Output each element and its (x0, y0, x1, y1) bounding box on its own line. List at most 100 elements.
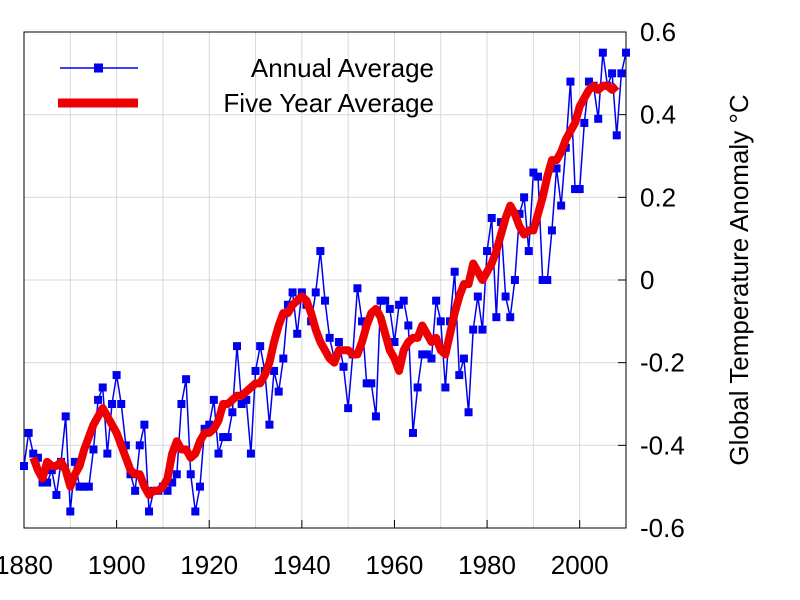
y-tick-label: 0.2 (640, 182, 676, 212)
annual-average-point (205, 420, 214, 429)
annual-average-point (469, 325, 478, 334)
annual-average-point (617, 69, 626, 78)
annual-average-point (47, 466, 56, 475)
annual-average-point (228, 408, 237, 417)
annual-average-point (464, 408, 473, 417)
annual-average-point (353, 284, 362, 293)
annual-average-point (20, 462, 28, 470)
annual-average-point (432, 296, 441, 305)
annual-average-point (580, 118, 589, 127)
annual-average-point (94, 395, 103, 404)
annual-average-point (112, 371, 121, 380)
annual-average-point (70, 457, 79, 466)
annual-average-point (117, 400, 126, 408)
annual-average-point (436, 317, 445, 326)
annual-average-point (172, 470, 181, 479)
y-tick-label: -0.6 (640, 513, 685, 543)
annual-average-point (422, 350, 431, 359)
annual-average-point (506, 313, 515, 322)
annual-average-point (265, 420, 274, 429)
annual-average-point (195, 482, 204, 491)
annual-average-point (547, 226, 556, 235)
annual-average-point (251, 366, 260, 375)
annual-average-point (598, 48, 607, 57)
annual-average-point (524, 247, 533, 256)
annual-average-point (538, 276, 547, 284)
y-axis-title: Global Temperature Anomaly °C (724, 94, 754, 465)
annual-average-point (135, 441, 144, 450)
annual-average-point (98, 383, 107, 392)
series-layer (20, 48, 630, 516)
annual-average-point (608, 69, 617, 78)
annual-average-point (395, 300, 404, 309)
legend: Annual Average Five Year Average (58, 53, 434, 118)
annual-average-point (168, 478, 177, 487)
annual-average-point (84, 482, 93, 491)
annual-average-point (515, 209, 524, 218)
annual-average-point (459, 354, 468, 363)
annual-average-point (487, 214, 496, 222)
annual-average-point (29, 449, 38, 458)
annual-average-point (103, 449, 112, 458)
annual-average-point (408, 428, 417, 437)
annual-average-point (622, 48, 630, 57)
annual-average-point (89, 445, 98, 454)
annual-average-point (534, 172, 543, 181)
annual-average-point (219, 433, 228, 442)
x-tick-label: 2000 (551, 550, 609, 580)
x-tick-label: 1880 (0, 550, 53, 580)
y-tick-label: -0.2 (640, 348, 685, 378)
annual-average-point (311, 288, 320, 297)
annual-average-point (418, 350, 427, 359)
annual-average-point (566, 77, 575, 86)
annual-average-point (552, 164, 561, 173)
annual-average-point (191, 507, 200, 516)
annual-average-point (321, 296, 329, 305)
annual-average-point (237, 400, 246, 408)
annual-average-point (61, 412, 70, 421)
annual-average-line (23, 51, 627, 513)
annual-average-point (186, 470, 195, 479)
legend-annual-label: Annual Average (251, 53, 434, 83)
annual-average-point (80, 482, 89, 491)
x-tick-label: 1960 (366, 550, 424, 580)
annual-average-point (367, 379, 376, 388)
annual-average-point (557, 201, 566, 210)
x-tick-labels: 1880 1900 1920 1940 1960 1980 2000 (0, 550, 609, 580)
annual-average-point (140, 420, 149, 429)
annual-average-point (520, 193, 529, 202)
annual-average-point (107, 400, 116, 408)
legend-five-year-label: Five Year Average (223, 88, 434, 118)
annual-average-point (256, 342, 265, 351)
annual-average-point (75, 482, 84, 491)
annual-average-point (473, 292, 482, 301)
annual-average-point (131, 486, 140, 495)
annual-average-point (43, 478, 52, 487)
annual-average-point (450, 267, 459, 276)
annual-average-point (529, 168, 538, 177)
annual-average-point (163, 486, 172, 495)
annual-average-point (38, 478, 47, 487)
y-tick-label: 0.4 (640, 100, 676, 130)
annual-average-point (288, 288, 297, 297)
annual-average-point (575, 185, 584, 194)
annual-average-point (145, 507, 154, 516)
x-tick-label: 1920 (180, 550, 238, 580)
x-tick-label: 1940 (273, 550, 331, 580)
annual-average-point (543, 276, 552, 284)
annual-average-point (33, 453, 42, 462)
annual-average-point (612, 131, 621, 140)
annual-average-point (177, 400, 186, 408)
annual-average-point (270, 366, 279, 375)
annual-average-point (390, 338, 399, 346)
annual-average-point (200, 424, 209, 433)
annual-average-point (376, 296, 385, 305)
axis-ticks (23, 31, 626, 529)
annual-average-point (246, 449, 255, 458)
annual-average-point (584, 77, 593, 86)
annual-average-point (274, 387, 283, 396)
annual-average-point (121, 441, 130, 450)
y-tick-label: 0 (640, 265, 654, 295)
x-tick-label: 1980 (458, 550, 516, 580)
